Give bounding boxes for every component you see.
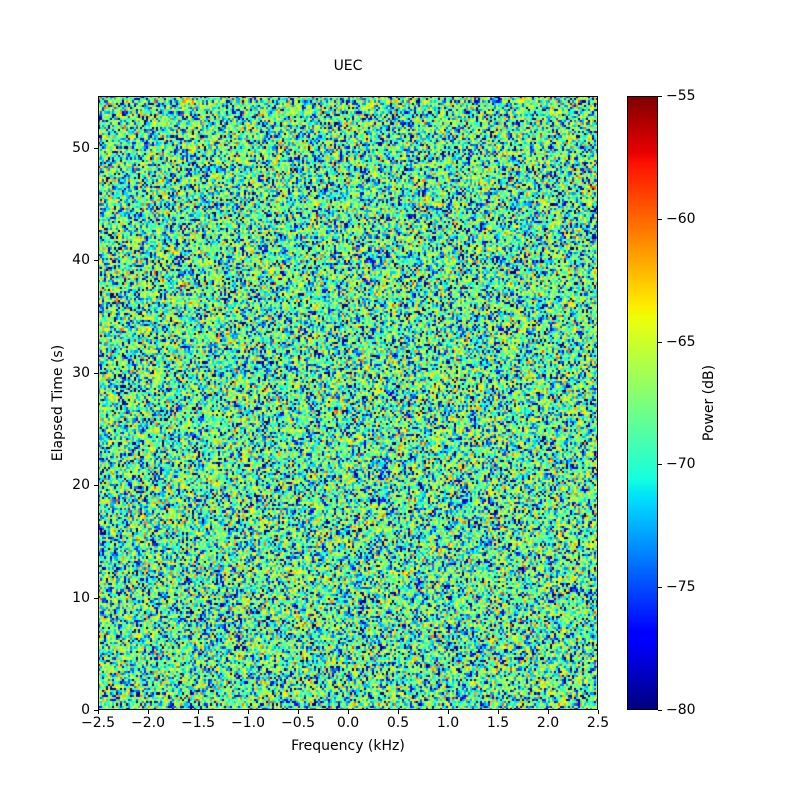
x-tick-label: −2.0 xyxy=(131,715,165,731)
colorbar-tick-label: −70 xyxy=(666,456,696,473)
y-tick-label: 30 xyxy=(72,364,90,381)
y-axis-label: Elapsed Time (s) xyxy=(50,344,66,462)
colorbar-tick-mark xyxy=(658,587,662,589)
x-tick-label: −1.5 xyxy=(181,715,215,731)
colorbar-tick-mark xyxy=(658,710,662,711)
colorbar-tick-mark xyxy=(658,218,662,220)
spectrogram-heatmap xyxy=(98,96,598,710)
y-tick-mark xyxy=(94,372,98,374)
x-tick-label: 2.5 xyxy=(586,715,610,731)
colorbar-tick-label: −60 xyxy=(666,210,696,227)
colorbar-tick-label: −75 xyxy=(666,579,696,596)
x-axis-label: Frequency (kHz) xyxy=(291,738,405,754)
y-tick-label: 40 xyxy=(72,252,90,269)
y-tick-mark xyxy=(94,260,98,262)
y-tick-mark xyxy=(94,597,98,599)
x-tick-label: 0.5 xyxy=(386,715,410,731)
x-tick-label: −2.5 xyxy=(81,715,115,731)
colorbar-tick-mark xyxy=(658,96,662,97)
y-tick-mark xyxy=(94,147,98,149)
x-tick-label: 1.0 xyxy=(436,715,460,731)
x-tick-label: −0.5 xyxy=(281,715,315,731)
y-tick-mark xyxy=(94,485,98,487)
x-tick-label: −1.0 xyxy=(231,715,265,731)
colorbar-tick-mark xyxy=(658,464,662,466)
x-tick-label: 0.0 xyxy=(336,715,360,731)
x-tick-mark xyxy=(148,710,149,714)
x-tick-mark xyxy=(448,710,449,714)
x-tick-mark xyxy=(248,710,249,714)
y-tick-mark xyxy=(94,710,98,711)
x-tick-label: 1.5 xyxy=(486,715,510,731)
x-tick-mark xyxy=(98,710,99,714)
x-tick-mark xyxy=(198,710,199,714)
x-tick-mark xyxy=(348,710,349,714)
colorbar-tick-mark xyxy=(658,341,662,343)
x-tick-mark xyxy=(548,710,549,714)
colorbar-tick-label: −55 xyxy=(666,88,696,104)
colorbar-tick-label: −80 xyxy=(666,702,696,718)
x-tick-mark xyxy=(298,710,299,714)
colorbar-gradient xyxy=(627,96,658,710)
y-tick-label: 0 xyxy=(81,702,90,718)
colorbar-label: Power (dB) xyxy=(701,364,717,442)
y-tick-label: 10 xyxy=(72,589,90,606)
plot-title: UEC xyxy=(333,58,363,74)
y-tick-label: 20 xyxy=(72,477,90,494)
x-tick-mark xyxy=(598,710,599,714)
x-tick-label: 2.0 xyxy=(536,715,560,731)
y-tick-label: 50 xyxy=(72,139,90,156)
colorbar-tick-label: −65 xyxy=(666,333,696,350)
x-tick-mark xyxy=(398,710,399,714)
x-tick-mark xyxy=(498,710,499,714)
